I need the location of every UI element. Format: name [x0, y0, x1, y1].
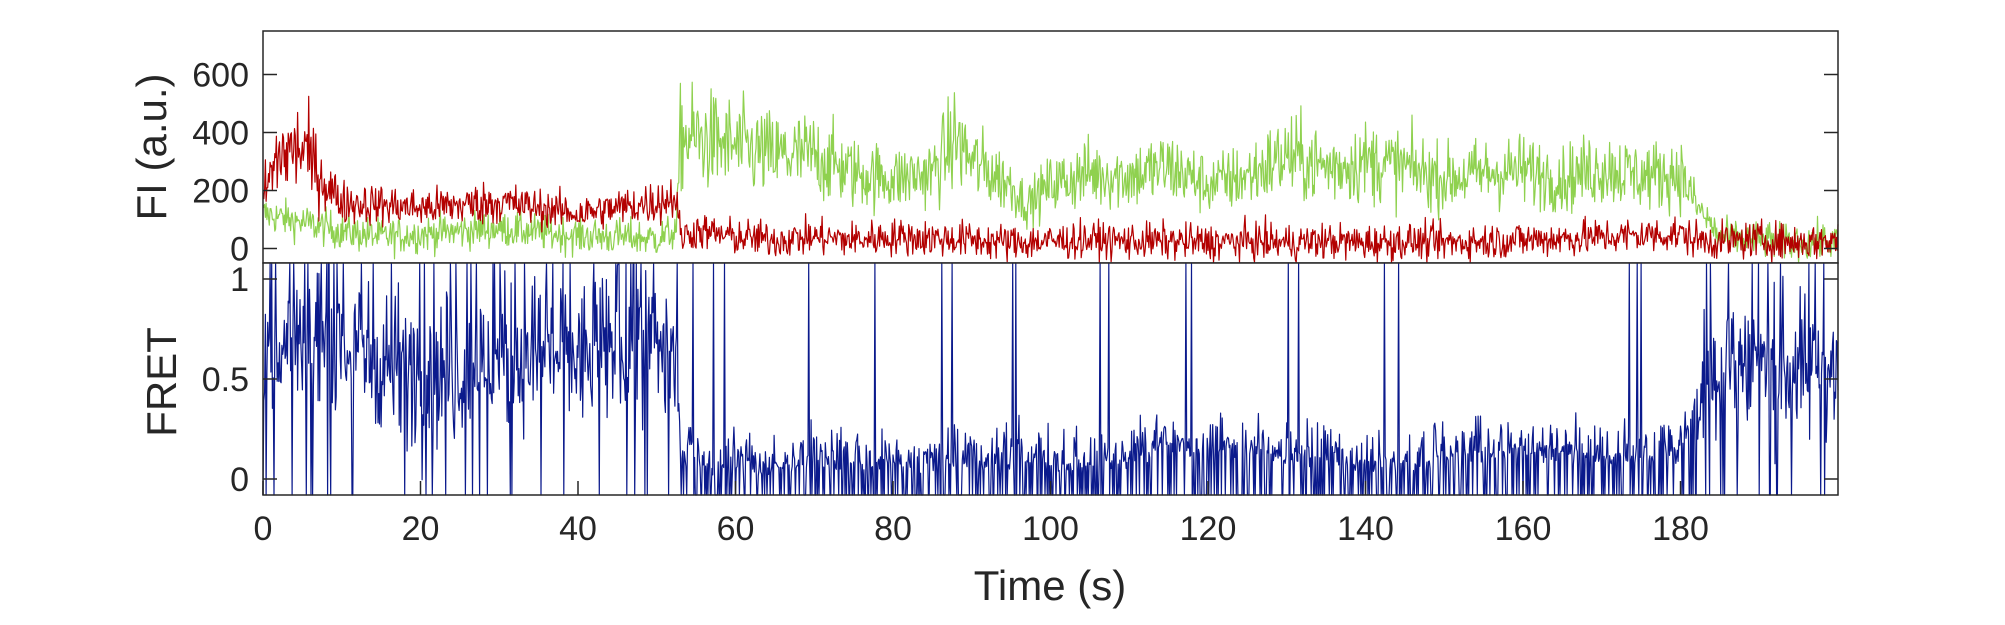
fluorescence-axes: 0 200 400 600 [192, 57, 1838, 269]
fluorescence-panel: 0 200 400 600 FI (a.u.) [128, 30, 1839, 269]
fluorescence-y-tick-label: 200 [192, 173, 249, 211]
fluorescence-y-tick-label: 0 [230, 231, 249, 269]
x-tick-label: 100 [1022, 510, 1079, 548]
x-tick-label: 140 [1337, 510, 1394, 548]
fluorescence-plot-area [263, 31, 1838, 263]
fret-y-tick-label: 0.5 [202, 361, 249, 399]
x-tick-label: 80 [874, 510, 912, 548]
x-tick-label: 160 [1495, 510, 1552, 548]
fluorescence-y-tick-label: 400 [192, 115, 249, 153]
fluorescence-series-1-line [262, 95, 1839, 264]
x-tick-label: 120 [1180, 510, 1237, 548]
fluorescence-series-0-line [262, 81, 1839, 264]
fluorescence-y-axis-title: FI (a.u.) [128, 73, 175, 220]
x-tick-label: 40 [559, 510, 597, 548]
fluorescence-y-tick-label: 600 [192, 57, 249, 95]
fluorescence-traces [262, 81, 1839, 264]
fret-panel: 0 0.5 1 0 20 40 60 80 100 120 140 160 180 FRET Time … [138, 261, 1839, 609]
x-tick-label: 20 [402, 510, 440, 548]
x-tick-label: 180 [1652, 510, 1709, 548]
fret-y-tick-label: 0 [230, 461, 249, 499]
x-tick-label: 60 [717, 510, 755, 548]
fret-y-axis-title: FRET [138, 327, 185, 437]
fret-axes: 0 0.5 1 0 20 40 60 80 100 120 140 160 180 [202, 261, 1838, 548]
x-tick-label: 0 [254, 510, 273, 548]
fret-y-tick-label: 1 [230, 261, 249, 299]
x-axis-title: Time (s) [974, 562, 1126, 609]
fret-axes-box [262, 262, 1839, 496]
